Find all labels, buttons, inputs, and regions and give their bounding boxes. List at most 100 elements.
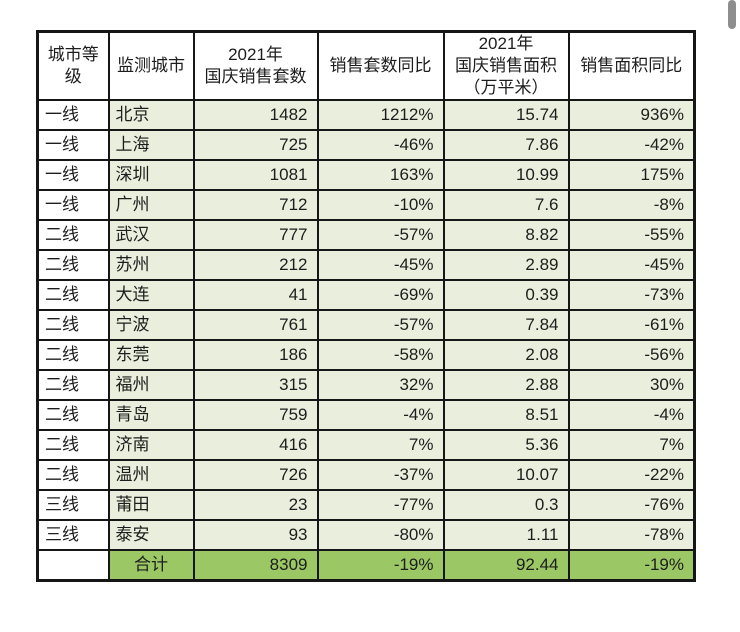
col-header-city-tier: 城市等 级	[36, 30, 110, 102]
cell-area-yoy: -76%	[567, 489, 696, 522]
cell-tier: 二线	[36, 339, 110, 372]
cell-area-yoy: -22%	[567, 459, 696, 492]
cell-units: 712	[192, 189, 319, 222]
cell-units: 777	[192, 219, 319, 252]
cell-units: 93	[192, 519, 319, 552]
cell-area-yoy: -78%	[567, 519, 696, 552]
cell-units-yoy: -57%	[316, 219, 445, 252]
cell-units-yoy: -77%	[316, 489, 445, 522]
cell-tier: 二线	[36, 249, 110, 282]
cell-units-yoy: 163%	[316, 159, 445, 192]
sales-table: 城市等 级 监测城市 2021年 国庆销售套数 销售套数同比 2021年 国庆销…	[36, 30, 696, 583]
cell-units: 1081	[192, 159, 319, 192]
table-body: 一线 北京 1482 1212% 15.74 936% 一线 上海 725 -46% 7.86 -42…	[36, 99, 696, 582]
cell-tier: 三线	[36, 519, 110, 552]
table-row: 一线 广州 712 -10% 7.6 -8%	[36, 189, 696, 222]
cell-units: 759	[192, 399, 319, 432]
cell-area: 92.44	[442, 549, 570, 582]
cell-units: 8309	[192, 549, 319, 582]
cell-area-yoy: -8%	[567, 189, 696, 222]
cell-area: 2.89	[442, 249, 570, 282]
cell-city: 青岛	[107, 399, 195, 432]
cell-area-yoy: -56%	[567, 339, 696, 372]
cell-tier: 二线	[36, 399, 110, 432]
cell-area-yoy: -4%	[567, 399, 696, 432]
table-row: 一线 深圳 1081 163% 10.99 175%	[36, 159, 696, 192]
table-row: 二线 济南 416 7% 5.36 7%	[36, 429, 696, 462]
cell-units: 416	[192, 429, 319, 462]
col-header-area-sold: 2021年 国庆销售面积 （万平米）	[442, 30, 570, 102]
cell-area: 1.11	[442, 519, 570, 552]
cell-units-yoy: 7%	[316, 429, 445, 462]
cell-city: 福州	[107, 369, 195, 402]
cell-city: 宁波	[107, 309, 195, 342]
table-row: 二线 东莞 186 -58% 2.08 -56%	[36, 339, 696, 372]
cell-area: 15.74	[442, 99, 570, 132]
cell-units-yoy: -57%	[316, 309, 445, 342]
vertical-scrollbar-thumb[interactable]	[728, 0, 736, 29]
cell-city: 温州	[107, 459, 195, 492]
cell-tier: 二线	[36, 459, 110, 492]
cell-tier: 一线	[36, 99, 110, 132]
table-row: 二线 苏州 212 -45% 2.89 -45%	[36, 249, 696, 282]
cell-area-yoy: -19%	[567, 549, 696, 582]
cell-area: 10.07	[442, 459, 570, 492]
cell-city: 合计	[107, 549, 195, 582]
cell-area: 0.39	[442, 279, 570, 312]
cell-area: 10.99	[442, 159, 570, 192]
cell-city: 北京	[107, 99, 195, 132]
table-row: 一线 上海 725 -46% 7.86 -42%	[36, 129, 696, 162]
cell-tier: 二线	[36, 279, 110, 312]
cell-units-yoy: -45%	[316, 249, 445, 282]
cell-tier: 二线	[36, 429, 110, 462]
cell-city: 上海	[107, 129, 195, 162]
cell-units: 315	[192, 369, 319, 402]
cell-city: 泰安	[107, 519, 195, 552]
col-header-area-yoy: 销售面积同比	[567, 30, 696, 102]
cell-units-yoy: -37%	[316, 459, 445, 492]
cell-area: 7.86	[442, 129, 570, 162]
cell-units-yoy: -58%	[316, 339, 445, 372]
cell-city: 济南	[107, 429, 195, 462]
cell-city: 东莞	[107, 339, 195, 372]
cell-area: 2.88	[442, 369, 570, 402]
table-row: 二线 温州 726 -37% 10.07 -22%	[36, 459, 696, 492]
total-row: 合计 8309 -19% 92.44 -19%	[36, 549, 696, 582]
cell-units: 186	[192, 339, 319, 372]
cell-area-yoy: -55%	[567, 219, 696, 252]
cell-units-yoy: 1212%	[316, 99, 445, 132]
cell-city: 广州	[107, 189, 195, 222]
cell-units: 23	[192, 489, 319, 522]
table-row: 三线 莆田 23 -77% 0.3 -76%	[36, 489, 696, 522]
cell-tier: 一线	[36, 159, 110, 192]
col-header-units-yoy: 销售套数同比	[316, 30, 445, 102]
col-header-city: 监测城市	[107, 30, 195, 102]
cell-tier: 二线	[36, 369, 110, 402]
table-row: 三线 泰安 93 -80% 1.11 -78%	[36, 519, 696, 552]
header-row: 城市等 级 监测城市 2021年 国庆销售套数 销售套数同比 2021年 国庆销…	[36, 30, 696, 102]
cell-units-yoy: 32%	[316, 369, 445, 402]
cell-units: 41	[192, 279, 319, 312]
cell-tier: 一线	[36, 189, 110, 222]
table-row: 二线 武汉 777 -57% 8.82 -55%	[36, 219, 696, 252]
cell-area: 8.51	[442, 399, 570, 432]
table-row: 二线 宁波 761 -57% 7.84 -61%	[36, 309, 696, 342]
cell-area: 8.82	[442, 219, 570, 252]
cell-units: 725	[192, 129, 319, 162]
cell-area: 5.36	[442, 429, 570, 462]
cell-city: 深圳	[107, 159, 195, 192]
cell-units: 1482	[192, 99, 319, 132]
cell-units-yoy: -46%	[316, 129, 445, 162]
col-header-units-sold: 2021年 国庆销售套数	[192, 30, 319, 102]
cell-units: 212	[192, 249, 319, 282]
cell-units: 726	[192, 459, 319, 492]
cell-tier: 二线	[36, 219, 110, 252]
table-row: 二线 福州 315 32% 2.88 30%	[36, 369, 696, 402]
cell-area-yoy: 7%	[567, 429, 696, 462]
cell-area: 7.84	[442, 309, 570, 342]
cell-area-yoy: 936%	[567, 99, 696, 132]
cell-city: 武汉	[107, 219, 195, 252]
cell-area-yoy: -45%	[567, 249, 696, 282]
cell-units-yoy: -19%	[316, 549, 445, 582]
cell-city: 大连	[107, 279, 195, 312]
